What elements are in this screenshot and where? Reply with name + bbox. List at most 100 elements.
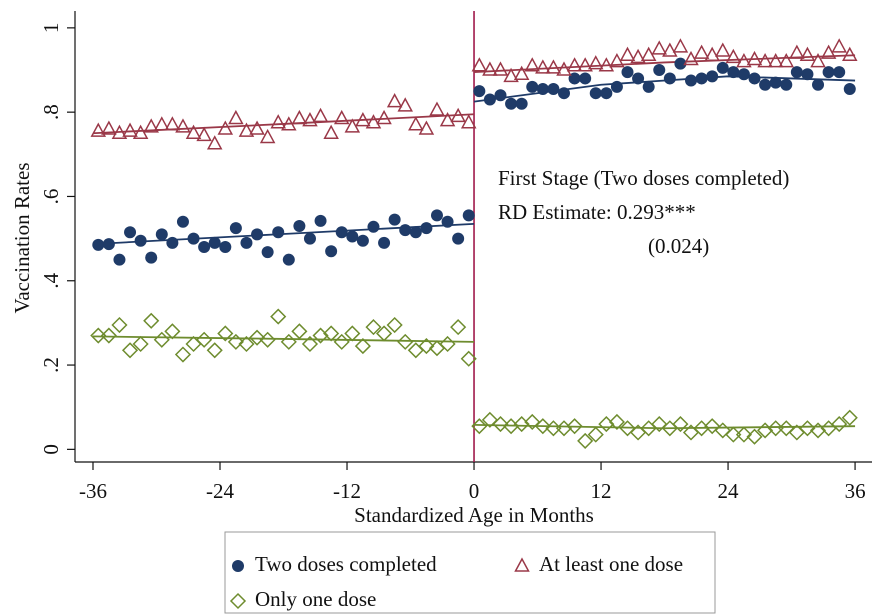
data-point bbox=[483, 93, 496, 106]
data-point bbox=[155, 228, 168, 241]
data-point bbox=[545, 420, 562, 437]
data-point bbox=[397, 333, 414, 350]
x-tick-label: -24 bbox=[206, 479, 234, 503]
data-point bbox=[111, 124, 128, 139]
data-point bbox=[90, 122, 107, 137]
data-point bbox=[524, 57, 541, 72]
data-point bbox=[505, 97, 518, 110]
data-point bbox=[386, 316, 403, 334]
data-point bbox=[261, 246, 274, 259]
data-point bbox=[556, 61, 572, 76]
data-point bbox=[727, 66, 740, 79]
data-point bbox=[439, 112, 456, 127]
legend-label: Only one dose bbox=[255, 587, 376, 611]
data-point bbox=[608, 413, 625, 431]
data-point bbox=[460, 114, 477, 129]
data-point bbox=[748, 72, 761, 85]
data-point bbox=[270, 114, 286, 129]
data-point bbox=[229, 222, 242, 235]
data-point bbox=[735, 426, 752, 443]
data-point bbox=[589, 87, 602, 100]
data-point bbox=[534, 418, 551, 435]
data-point bbox=[685, 74, 698, 87]
data-point bbox=[704, 46, 720, 62]
data-point bbox=[579, 72, 592, 85]
data-point bbox=[365, 114, 382, 129]
data-point bbox=[536, 82, 549, 95]
data-point bbox=[228, 109, 244, 125]
data-point bbox=[323, 124, 339, 139]
y-tick-label: .2 bbox=[39, 357, 63, 373]
y-tick-label: .8 bbox=[39, 104, 63, 120]
data-point bbox=[471, 418, 488, 435]
data-point bbox=[789, 44, 805, 59]
data-point bbox=[291, 109, 308, 125]
data-point bbox=[577, 432, 594, 449]
data-point bbox=[355, 112, 371, 127]
data-point bbox=[725, 48, 742, 64]
data-point bbox=[757, 53, 773, 68]
data-point bbox=[810, 53, 826, 68]
y-tick-label: 1 bbox=[39, 23, 63, 34]
data-point bbox=[333, 333, 350, 350]
data-point bbox=[672, 416, 689, 433]
data-point bbox=[799, 46, 816, 62]
data-point bbox=[111, 316, 128, 334]
data-point bbox=[545, 59, 562, 74]
data-point bbox=[175, 118, 191, 133]
data-point bbox=[187, 232, 200, 245]
data-point bbox=[799, 420, 816, 437]
data-point bbox=[473, 85, 486, 98]
data-point bbox=[323, 325, 340, 342]
legend-marker bbox=[229, 592, 247, 610]
data-point bbox=[716, 61, 729, 74]
data-point bbox=[143, 312, 160, 329]
data-point bbox=[566, 57, 583, 72]
data-point bbox=[248, 329, 266, 346]
x-tick-label: 12 bbox=[591, 479, 612, 503]
data-point bbox=[132, 335, 149, 353]
data-point bbox=[376, 109, 392, 125]
data-point bbox=[778, 53, 795, 68]
annotation: RD Estimate: 0.293*** bbox=[498, 200, 696, 224]
data-point bbox=[293, 219, 306, 232]
x-tick-label: -36 bbox=[79, 479, 107, 503]
data-point bbox=[598, 57, 615, 72]
data-point bbox=[672, 38, 689, 53]
data-point bbox=[482, 61, 498, 76]
y-tick-label: 0 bbox=[39, 444, 63, 455]
data-point bbox=[430, 209, 443, 222]
data-point bbox=[778, 420, 795, 437]
data-point bbox=[153, 331, 170, 348]
data-point bbox=[325, 245, 338, 258]
data-point bbox=[651, 40, 668, 55]
data-point bbox=[386, 93, 403, 108]
data-point bbox=[113, 253, 126, 266]
data-point bbox=[206, 135, 223, 150]
legend-box bbox=[224, 531, 716, 614]
annotation: (0.024) bbox=[648, 234, 709, 258]
data-point bbox=[121, 342, 139, 359]
data-point bbox=[831, 416, 848, 433]
data-point bbox=[535, 59, 551, 74]
data-point bbox=[238, 122, 255, 137]
data-point bbox=[312, 107, 329, 123]
data-point bbox=[145, 251, 158, 264]
x-tick-label: 0 bbox=[469, 479, 480, 503]
data-point bbox=[610, 80, 623, 93]
data-point bbox=[651, 416, 668, 433]
data-point bbox=[812, 78, 825, 91]
data-point bbox=[219, 241, 232, 254]
x-axis-label: Standardized Age in Months bbox=[354, 503, 594, 527]
data-point bbox=[164, 323, 181, 340]
data-point bbox=[577, 57, 593, 72]
annotation: First Stage (Two doses completed) bbox=[498, 166, 789, 190]
data-point bbox=[302, 112, 318, 127]
data-point bbox=[619, 420, 636, 437]
data-point bbox=[251, 228, 264, 241]
data-point bbox=[418, 338, 435, 355]
data-point bbox=[282, 253, 295, 266]
data-point bbox=[217, 120, 234, 135]
data-point bbox=[746, 50, 763, 66]
